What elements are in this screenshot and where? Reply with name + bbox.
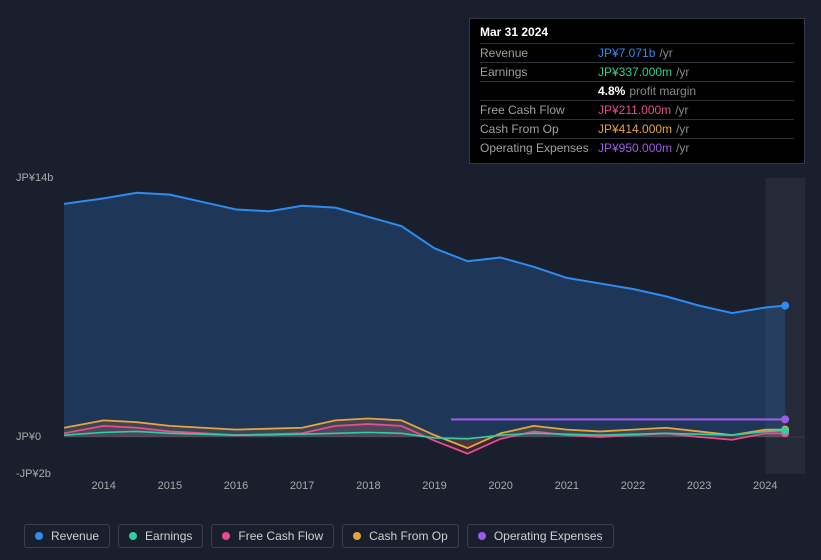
tooltip-suffix: /yr xyxy=(675,103,688,117)
tooltip-pct-value: 4.8% xyxy=(598,84,625,98)
tooltip-value: JP¥414.000m xyxy=(598,122,672,136)
legend-item-revenue[interactable]: Revenue xyxy=(24,524,110,548)
tooltip-suffix: /yr xyxy=(676,122,689,136)
x-tick-label: 2020 xyxy=(488,480,512,492)
chart-plot[interactable] xyxy=(64,178,805,474)
tooltip-value: JP¥337.000m xyxy=(598,65,672,79)
data-tooltip: Mar 31 2024 RevenueJP¥7.071b/yrEarningsJ… xyxy=(469,18,805,164)
tooltip-label: Cash From Op xyxy=(480,122,598,136)
tooltip-row: Operating ExpensesJP¥950.000m/yr xyxy=(480,138,794,157)
tooltip-label: Revenue xyxy=(480,46,598,60)
legend-label: Cash From Op xyxy=(369,529,448,543)
legend: Revenue Earnings Free Cash Flow Cash From O… xyxy=(24,524,614,548)
series-dot-OperatingExpenses xyxy=(781,415,789,423)
legend-item-earnings[interactable]: Earnings xyxy=(118,524,203,548)
tooltip-value: JP¥211.000m xyxy=(598,103,671,117)
series-dot-Earnings xyxy=(781,427,789,435)
x-tick-label: 2014 xyxy=(91,480,115,492)
tooltip-value: JP¥950.000m xyxy=(598,141,672,155)
tooltip-row: 4.8% profit margin xyxy=(480,81,794,100)
x-tick-label: 2016 xyxy=(224,480,248,492)
x-tick-label: 2017 xyxy=(290,480,314,492)
tooltip-row: Free Cash FlowJP¥211.000m/yr xyxy=(480,100,794,119)
legend-label: Free Cash Flow xyxy=(238,529,323,543)
y-tick-label: JP¥0 xyxy=(16,431,41,443)
legend-dot-icon xyxy=(35,532,43,540)
x-tick-label: 2023 xyxy=(687,480,711,492)
tooltip-suffix: /yr xyxy=(676,141,689,155)
x-tick-label: 2019 xyxy=(422,480,446,492)
chart-area: JP¥14b JP¥0 -JP¥2b 2014 2015 2016 2017 2018 201… xyxy=(16,160,805,510)
legend-item-freecashflow[interactable]: Free Cash Flow xyxy=(211,524,334,548)
legend-dot-icon xyxy=(478,532,486,540)
x-tick-label: 2018 xyxy=(356,480,380,492)
x-tick-label: 2015 xyxy=(158,480,182,492)
legend-item-cashfromop[interactable]: Cash From Op xyxy=(342,524,459,548)
series-fill-Revenue xyxy=(64,193,785,437)
y-tick-label: JP¥14b xyxy=(16,172,53,184)
tooltip-suffix: /yr xyxy=(659,46,672,60)
x-tick-label: 2024 xyxy=(753,480,777,492)
legend-dot-icon xyxy=(129,532,137,540)
legend-item-operatingexpenses[interactable]: Operating Expenses xyxy=(467,524,614,548)
legend-label: Earnings xyxy=(145,529,192,543)
legend-dot-icon xyxy=(353,532,361,540)
y-tick-label: -JP¥2b xyxy=(16,468,51,480)
x-tick-label: 2021 xyxy=(555,480,579,492)
tooltip-label: Operating Expenses xyxy=(480,141,598,155)
tooltip-row: EarningsJP¥337.000m/yr xyxy=(480,62,794,81)
tooltip-value: JP¥7.071b xyxy=(598,46,655,60)
tooltip-label: Earnings xyxy=(480,65,598,79)
tooltip-extra: profit margin xyxy=(629,84,696,98)
legend-dot-icon xyxy=(222,532,230,540)
tooltip-date: Mar 31 2024 xyxy=(480,25,794,39)
tooltip-rows: RevenueJP¥7.071b/yrEarningsJP¥337.000m/y… xyxy=(480,43,794,157)
tooltip-row: Cash From OpJP¥414.000m/yr xyxy=(480,119,794,138)
tooltip-suffix: /yr xyxy=(676,65,689,79)
series-dot-Revenue xyxy=(781,302,789,310)
legend-label: Revenue xyxy=(51,529,99,543)
x-tick-label: 2022 xyxy=(621,480,645,492)
tooltip-row: RevenueJP¥7.071b/yr xyxy=(480,43,794,62)
legend-label: Operating Expenses xyxy=(494,529,603,543)
tooltip-label: Free Cash Flow xyxy=(480,103,598,117)
